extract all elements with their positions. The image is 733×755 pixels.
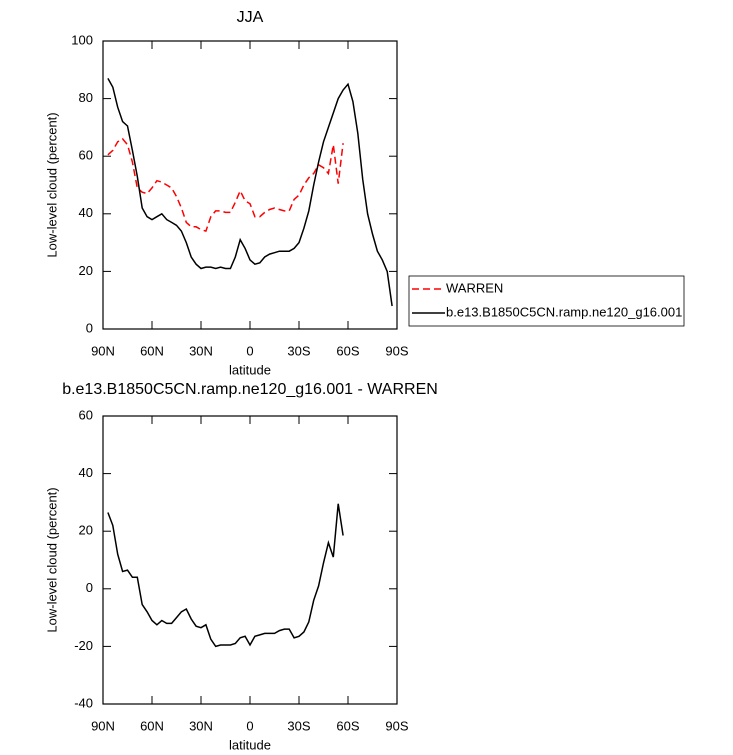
y-tick-label: 60 (79, 148, 93, 163)
plot-frame (102, 40, 398, 330)
x-tick-label: 0 (246, 718, 253, 733)
x-tick-label: 30S (287, 343, 310, 358)
y-tick-label: 0 (86, 320, 93, 335)
x-tick-label: 90N (91, 718, 115, 733)
y-tick-label: -40 (74, 695, 93, 710)
legend-label: WARREN (446, 280, 503, 295)
y-axis-label: Low-level cloud (percent) (44, 112, 59, 257)
chart-title: JJA (237, 9, 264, 26)
y-tick-label: 40 (79, 465, 93, 480)
y-tick-label: 80 (79, 90, 93, 105)
x-tick-label: 60N (140, 718, 164, 733)
x-tick-label: 30N (189, 343, 213, 358)
x-tick-label: 60N (140, 343, 164, 358)
x-tick-label: 60S (336, 343, 359, 358)
y-tick-label: 20 (79, 523, 93, 538)
x-axis-label: latitude (229, 737, 271, 752)
y-axis-label: Low-level cloud (percent) (44, 487, 59, 632)
x-tick-label: 90N (91, 343, 115, 358)
y-tick-label: -20 (74, 638, 93, 653)
y-tick-label: 100 (71, 32, 93, 47)
y-tick-label: 40 (79, 205, 93, 220)
x-tick-label: 90S (385, 718, 408, 733)
x-tick-label: 0 (246, 343, 253, 358)
y-tick-label: 60 (79, 407, 93, 422)
data-line (107, 137, 344, 233)
y-tick-label: 0 (86, 580, 93, 595)
x-tick-label: 60S (336, 718, 359, 733)
x-tick-label: 90S (385, 343, 408, 358)
legend-label: b.e13.B1850C5CN.ramp.ne120_g16.001 (446, 304, 682, 319)
legend-box (408, 275, 685, 327)
y-tick-label: 20 (79, 263, 93, 278)
x-tick-label: 30N (189, 718, 213, 733)
x-tick-label: 30S (287, 718, 310, 733)
x-axis-label: latitude (229, 362, 271, 377)
data-line (107, 78, 393, 307)
plot-frame (102, 415, 398, 705)
chart-title: b.e13.B1850C5CN.ramp.ne120_g16.001 - WAR… (62, 381, 438, 398)
data-line (107, 503, 344, 648)
